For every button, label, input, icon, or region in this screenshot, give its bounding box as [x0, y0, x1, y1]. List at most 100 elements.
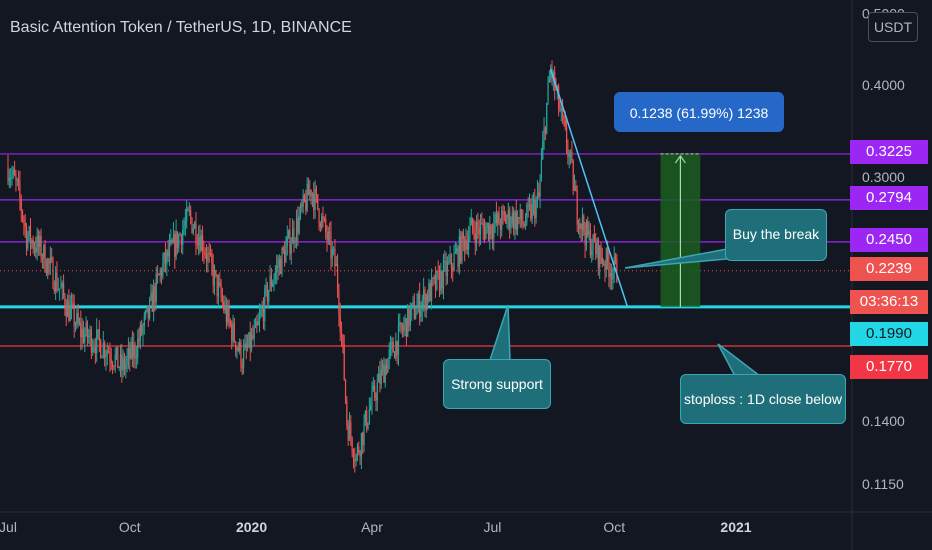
candle-body — [534, 199, 536, 219]
candle-body — [528, 204, 531, 206]
candle-body — [588, 230, 590, 236]
candle-body — [80, 322, 82, 338]
price-label-level-2: 0.2794 — [850, 186, 928, 210]
candle-body — [416, 305, 418, 315]
candle-body — [567, 147, 569, 157]
candle-body — [343, 343, 345, 380]
candle-body — [162, 262, 164, 277]
candle-body — [384, 365, 386, 383]
candle-body — [61, 282, 63, 288]
price-label-support: 0.1990 — [850, 322, 928, 346]
candle-body — [92, 347, 94, 353]
candle-body — [53, 288, 55, 292]
candle-body — [156, 273, 159, 275]
candle-body — [444, 261, 446, 263]
candle-body — [513, 212, 515, 230]
candle-body — [131, 341, 134, 358]
candle-body — [428, 283, 430, 302]
candle-body — [401, 329, 404, 331]
candle-body — [483, 228, 486, 240]
candle-body — [76, 313, 78, 325]
candle-body — [246, 346, 249, 348]
candle-body — [11, 174, 13, 178]
candle-body — [187, 208, 189, 211]
buy-the-break-note[interactable]: Buy the break — [725, 209, 827, 261]
candle-body — [137, 338, 139, 358]
candle-body — [60, 287, 62, 289]
candle-body — [470, 218, 472, 226]
candle-body — [351, 437, 353, 452]
candle-body — [368, 409, 370, 423]
candle-body — [15, 175, 17, 180]
candle-body — [93, 347, 95, 349]
candle-body — [102, 342, 104, 357]
candle-body — [289, 230, 291, 254]
candle-body — [608, 261, 610, 278]
candle-body — [170, 240, 172, 244]
x-tick-label: Oct — [603, 519, 625, 535]
candle-body — [250, 335, 253, 350]
stoploss-note[interactable]: stoploss : 1D close below — [680, 374, 846, 424]
candle-body — [393, 352, 396, 359]
y-tick-label: 0.3000 — [862, 169, 905, 185]
candle-body — [186, 208, 188, 221]
candle-body — [380, 368, 382, 384]
candle-body — [195, 222, 197, 244]
candle-body — [85, 322, 87, 335]
candle-body — [352, 451, 355, 460]
candle-body — [134, 344, 136, 359]
currency-button[interactable]: USDT — [868, 12, 918, 42]
candle-body — [595, 242, 597, 254]
candle-body — [17, 179, 20, 183]
candle-body — [462, 232, 464, 239]
candle-body — [325, 218, 327, 232]
measure-label[interactable]: 0.1238 (61.99%) 1238 — [614, 92, 784, 132]
candle-body — [497, 212, 499, 224]
candle-body — [175, 231, 177, 257]
candle-body — [221, 297, 224, 302]
candle-body — [212, 264, 214, 285]
candle-body — [575, 186, 577, 191]
candle-body — [135, 357, 137, 359]
candle-body — [191, 217, 193, 233]
candle-body — [307, 184, 310, 196]
chart-title: Basic Attention Token / TetherUS, 1D, BI… — [10, 19, 352, 36]
measure-arrow-head — [674, 154, 686, 164]
candle-body — [564, 120, 566, 127]
candle-body — [139, 324, 141, 341]
candle-body — [269, 275, 271, 291]
candle-body — [227, 306, 229, 323]
candle-body — [490, 224, 492, 235]
x-tick-label: Apr — [361, 519, 383, 535]
candle-body — [241, 366, 243, 368]
candle-body — [511, 212, 513, 224]
candle-body — [404, 318, 406, 325]
candle-body — [49, 257, 51, 264]
candle-body — [502, 210, 504, 212]
candle-body — [569, 151, 572, 154]
candle-body — [415, 314, 417, 319]
candle-body — [358, 446, 360, 453]
candle-body — [572, 160, 574, 191]
candle-body — [179, 234, 181, 236]
candle-body — [73, 303, 75, 327]
candle-body — [45, 270, 47, 274]
candle-body — [356, 446, 359, 456]
candle-body — [458, 236, 460, 267]
strong-support-note[interactable]: Strong support — [443, 359, 551, 409]
candle-body — [448, 261, 450, 263]
candle-body — [56, 272, 58, 290]
candle-body — [10, 177, 12, 179]
candle-body — [311, 193, 314, 197]
candle-body — [150, 292, 152, 299]
candle-body — [385, 365, 388, 373]
candle-body — [47, 259, 49, 274]
candle-body — [585, 221, 588, 246]
candle-body — [518, 217, 520, 219]
candle-body — [543, 127, 545, 142]
candle-body — [342, 334, 344, 344]
candle-body — [378, 372, 380, 383]
candle-body — [180, 234, 182, 246]
candle-body — [109, 352, 111, 360]
